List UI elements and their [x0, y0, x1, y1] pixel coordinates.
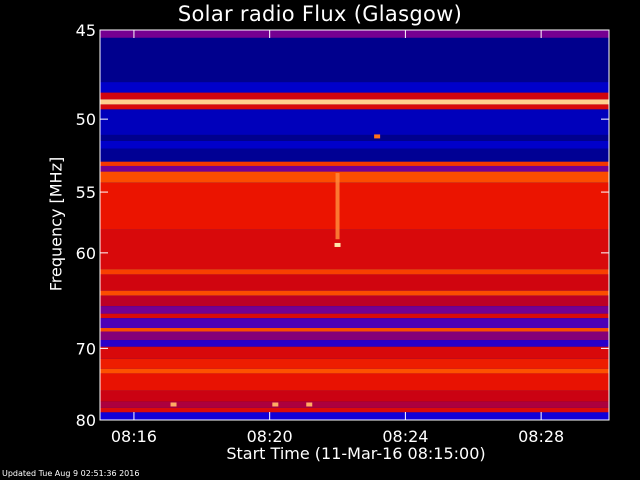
frequency-band: [100, 161, 609, 166]
frequency-band: [100, 407, 609, 413]
x-tick-label: 08:24: [382, 427, 428, 446]
y-tick-label: 45: [76, 21, 96, 40]
frequency-band: [100, 274, 609, 291]
frequency-band: [100, 171, 609, 183]
frequency-band: [100, 148, 609, 162]
frequency-band: [100, 313, 609, 319]
x-tick-label: 08:20: [247, 427, 293, 446]
y-tick-label: 55: [76, 183, 96, 202]
frequency-band: [100, 340, 609, 347]
y-tick-label: 70: [76, 339, 96, 358]
hot-spot: [272, 402, 279, 407]
y-tick-label: 80: [76, 411, 96, 430]
plot-frame: [99, 29, 610, 421]
frequency-band: [100, 82, 609, 93]
frequency-band: [100, 306, 609, 314]
frequency-band: [100, 140, 609, 149]
frequency-band: [100, 318, 609, 329]
frequency-band: [100, 401, 609, 408]
frequency-band: [100, 109, 609, 135]
frequency-band: [100, 92, 609, 100]
x-axis-label: Start Time (11-Mar-16 08:15:00): [226, 444, 486, 463]
frequency-band: [100, 37, 609, 83]
frequency-band: [100, 346, 609, 359]
frequency-band: [100, 390, 609, 402]
frequency-band: [100, 30, 609, 38]
hot-spot: [306, 402, 313, 407]
frequency-band: [100, 295, 609, 307]
frequency-band: [100, 165, 609, 172]
x-tick-label: 08:28: [518, 427, 564, 446]
frequency-band: [100, 99, 609, 105]
frequency-band: [100, 182, 609, 230]
hot-spot: [334, 242, 341, 247]
frequency-band: [100, 358, 609, 369]
frequency-band: [100, 269, 609, 275]
y-axis-label: Frequency [MHz]: [46, 156, 66, 292]
frequency-band: [100, 229, 609, 270]
frequency-band: [100, 104, 609, 110]
x-tick-label: 08:16: [111, 427, 157, 446]
frequency-band: [100, 373, 609, 391]
hot-spot: [170, 402, 177, 407]
radio-burst: [335, 173, 340, 240]
frequency-band: [100, 290, 609, 296]
frequency-band: [100, 328, 609, 332]
frequency-band: [100, 412, 609, 420]
hot-spot: [374, 134, 381, 139]
frequency-band: [100, 331, 609, 341]
y-tick-label: 60: [76, 244, 96, 263]
update-timestamp: Updated Tue Aug 9 02:51:36 2016: [2, 469, 140, 478]
frequency-band: [100, 134, 609, 141]
y-tick-label: 50: [76, 110, 96, 129]
frequency-band: [100, 368, 609, 374]
chart-title: Solar radio Flux (Glasgow): [177, 2, 463, 26]
